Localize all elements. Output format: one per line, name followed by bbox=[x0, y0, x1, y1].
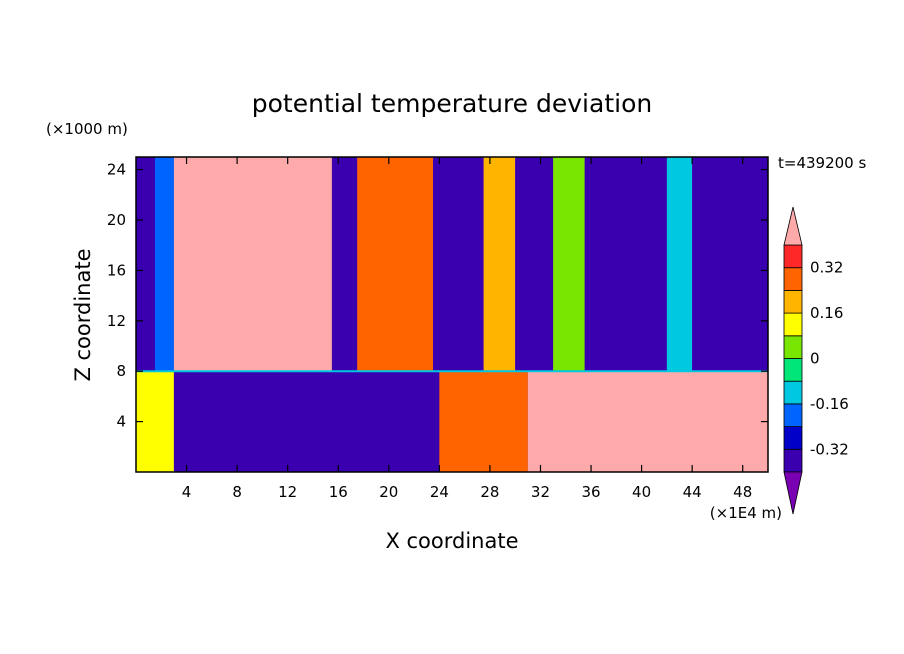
colorbar-band bbox=[783, 267, 803, 291]
chart-title: potential temperature deviation bbox=[252, 89, 652, 118]
x-tick-label: 40 bbox=[632, 483, 651, 501]
colorbar-band bbox=[783, 312, 803, 337]
plot-frame bbox=[135, 156, 769, 473]
colorbar: 0.32 0.16 0 -0.16 -0.32 bbox=[783, 206, 849, 515]
y-axis-label: Z coordinate bbox=[71, 248, 95, 381]
x-tick-label: 16 bbox=[329, 483, 348, 501]
colorbar-band bbox=[783, 335, 803, 359]
upper-column-4 bbox=[357, 157, 434, 372]
y-tick-label: 12 bbox=[107, 312, 126, 330]
lower-column-2 bbox=[439, 371, 528, 472]
upper-column-6 bbox=[483, 157, 516, 372]
y-tick-label: 4 bbox=[116, 413, 126, 431]
x-tick-label: 36 bbox=[581, 483, 600, 501]
colorbar-tick-label: 0 bbox=[810, 350, 820, 368]
x-tick-label: 8 bbox=[232, 483, 242, 501]
colorbar-tick-label: -0.32 bbox=[810, 440, 849, 458]
upper-column-9 bbox=[584, 157, 667, 372]
colorbar-min-extend bbox=[783, 471, 803, 515]
upper-column-0 bbox=[136, 157, 155, 372]
upper-column-11 bbox=[692, 157, 768, 372]
colorbar-band bbox=[783, 426, 803, 450]
colorbar-max-extend bbox=[783, 206, 803, 246]
colorbar-tick-label: 0.32 bbox=[810, 259, 843, 277]
x-tick-label: 32 bbox=[531, 483, 550, 501]
x-axis-ticks: 4 8 12 16 20 24 28 32 36 40 44 48 bbox=[182, 157, 752, 501]
y-axis-ticks: 4 8 12 16 20 24 bbox=[107, 161, 768, 431]
colorbar-band bbox=[783, 244, 803, 269]
x-tick-label: 12 bbox=[278, 483, 297, 501]
upper-column-5 bbox=[433, 157, 484, 372]
upper-column-10 bbox=[666, 157, 693, 372]
plot-area bbox=[136, 157, 768, 472]
colorbar-band bbox=[783, 448, 803, 473]
x-unit-label: (×1E4 m) bbox=[710, 504, 782, 522]
colorbar-band bbox=[783, 289, 803, 314]
upper-field bbox=[136, 157, 768, 372]
upper-column-1 bbox=[154, 157, 174, 372]
y-unit-label: (×1000 m) bbox=[46, 120, 128, 138]
y-tick-label: 8 bbox=[116, 362, 126, 380]
colorbar-band bbox=[783, 403, 803, 427]
x-tick-label: 48 bbox=[733, 483, 752, 501]
colorbar-tick-label: -0.16 bbox=[810, 395, 849, 413]
upper-column-8 bbox=[553, 157, 585, 372]
lower-column-3 bbox=[527, 371, 768, 472]
lower-field bbox=[136, 371, 768, 472]
y-tick-label: 16 bbox=[107, 261, 126, 279]
time-label: t=439200 s bbox=[778, 154, 866, 172]
colorbar-band bbox=[783, 358, 803, 382]
upper-column-3 bbox=[331, 157, 358, 372]
y-tick-label: 24 bbox=[107, 161, 126, 179]
colorbar-tick-label: 0.16 bbox=[810, 304, 843, 322]
upper-column-7 bbox=[515, 157, 554, 372]
x-tick-label: 44 bbox=[683, 483, 702, 501]
x-axis-label: X coordinate bbox=[385, 529, 518, 553]
x-tick-label: 20 bbox=[379, 483, 398, 501]
x-tick-label: 28 bbox=[480, 483, 499, 501]
x-tick-label: 24 bbox=[430, 483, 449, 501]
y-tick-label: 20 bbox=[107, 211, 126, 229]
upper-column-2 bbox=[173, 157, 332, 372]
colorbar-band bbox=[783, 380, 803, 405]
lower-column-1 bbox=[173, 371, 440, 472]
x-tick-label: 4 bbox=[182, 483, 192, 501]
